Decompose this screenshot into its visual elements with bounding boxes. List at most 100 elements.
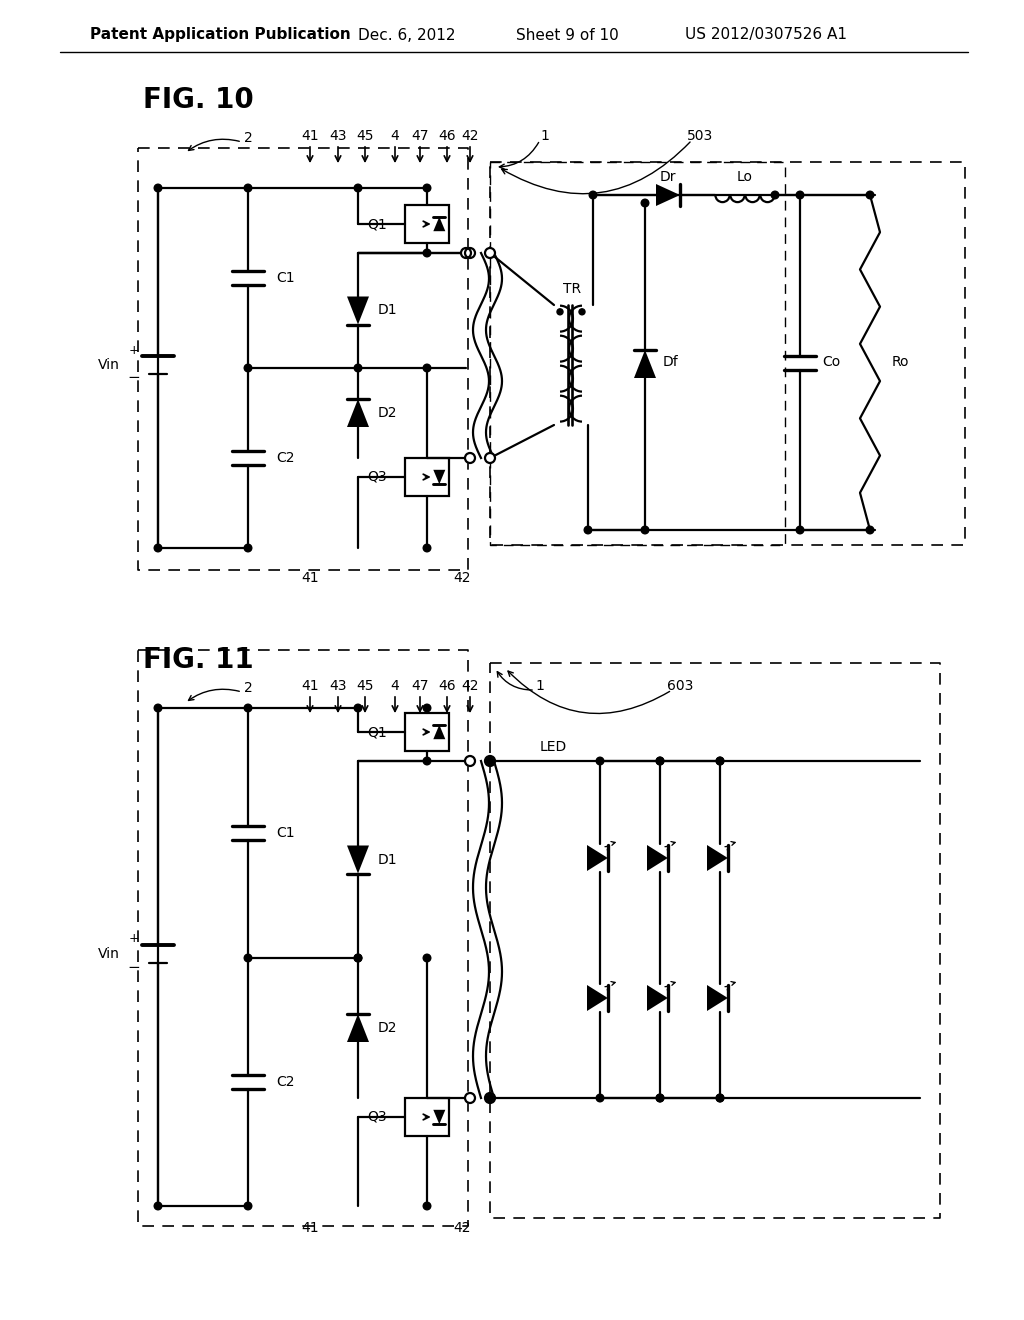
Text: −: −	[128, 371, 140, 385]
Circle shape	[641, 527, 649, 533]
Polygon shape	[656, 183, 680, 206]
Circle shape	[244, 954, 252, 962]
Text: −: −	[128, 960, 140, 974]
Text: Vin: Vin	[98, 358, 120, 372]
Text: 41: 41	[301, 129, 318, 143]
Text: C2: C2	[276, 451, 295, 465]
Circle shape	[354, 954, 361, 962]
Text: Sheet 9 of 10: Sheet 9 of 10	[516, 28, 618, 42]
Text: 1: 1	[541, 129, 550, 143]
Text: 42: 42	[454, 572, 471, 585]
Text: 41: 41	[301, 572, 318, 585]
Polygon shape	[647, 845, 668, 871]
Circle shape	[716, 1094, 724, 1102]
Polygon shape	[433, 470, 445, 484]
Text: 46: 46	[438, 678, 456, 693]
Text: TR: TR	[563, 282, 581, 296]
Circle shape	[244, 544, 252, 552]
Circle shape	[485, 1093, 495, 1104]
Text: 46: 46	[438, 129, 456, 143]
Circle shape	[244, 1203, 252, 1210]
Text: +: +	[129, 932, 139, 945]
Circle shape	[465, 248, 475, 257]
Circle shape	[423, 704, 431, 711]
Text: C2: C2	[276, 1074, 295, 1089]
Text: 4: 4	[390, 129, 399, 143]
Text: 41: 41	[301, 1221, 318, 1236]
Polygon shape	[707, 985, 728, 1011]
Circle shape	[579, 309, 585, 314]
Polygon shape	[347, 846, 369, 874]
Bar	[406, 713, 449, 751]
Polygon shape	[433, 216, 445, 231]
Polygon shape	[433, 1110, 445, 1125]
Circle shape	[465, 1093, 475, 1104]
Circle shape	[423, 249, 431, 257]
Text: 43: 43	[330, 129, 347, 143]
Bar	[406, 1098, 449, 1137]
Circle shape	[589, 191, 597, 199]
Circle shape	[716, 758, 724, 764]
Circle shape	[423, 364, 431, 372]
Text: Q1: Q1	[368, 725, 387, 739]
Polygon shape	[707, 845, 728, 871]
Polygon shape	[347, 399, 369, 426]
Text: Co: Co	[822, 355, 841, 370]
Circle shape	[485, 248, 495, 257]
Text: +: +	[129, 343, 139, 356]
Text: 42: 42	[461, 129, 479, 143]
Circle shape	[596, 1094, 604, 1102]
Circle shape	[423, 1203, 431, 1210]
Polygon shape	[587, 985, 608, 1011]
Text: 41: 41	[301, 678, 318, 693]
Circle shape	[656, 758, 664, 764]
Circle shape	[423, 758, 431, 764]
Polygon shape	[647, 985, 668, 1011]
Circle shape	[485, 453, 495, 463]
Polygon shape	[634, 350, 656, 378]
Text: D2: D2	[378, 407, 397, 420]
Text: Patent Application Publication: Patent Application Publication	[90, 28, 351, 42]
Circle shape	[716, 758, 724, 764]
Circle shape	[797, 191, 804, 199]
Circle shape	[244, 364, 252, 372]
Text: Dec. 6, 2012: Dec. 6, 2012	[358, 28, 456, 42]
Text: 45: 45	[356, 129, 374, 143]
Text: 43: 43	[330, 678, 347, 693]
Text: Q1: Q1	[368, 216, 387, 231]
Circle shape	[557, 309, 563, 314]
Circle shape	[354, 185, 361, 191]
Text: Ro: Ro	[892, 355, 909, 370]
Circle shape	[486, 1094, 494, 1102]
Circle shape	[716, 1094, 724, 1102]
Text: 1: 1	[536, 678, 545, 693]
Text: 2: 2	[244, 131, 252, 145]
Circle shape	[155, 704, 162, 711]
Circle shape	[354, 704, 361, 711]
Text: 503: 503	[687, 129, 713, 143]
Circle shape	[465, 453, 475, 463]
Text: FIG. 11: FIG. 11	[143, 645, 254, 675]
Polygon shape	[587, 845, 608, 871]
Text: 603: 603	[667, 678, 693, 693]
Polygon shape	[347, 1014, 369, 1041]
Text: 4: 4	[390, 678, 399, 693]
Circle shape	[354, 364, 361, 372]
Text: LED: LED	[540, 741, 567, 754]
Circle shape	[797, 527, 804, 533]
Circle shape	[585, 527, 592, 533]
Circle shape	[244, 704, 252, 711]
Text: D2: D2	[378, 1020, 397, 1035]
Circle shape	[656, 758, 664, 764]
Bar	[406, 205, 449, 243]
Bar	[406, 458, 449, 496]
Polygon shape	[347, 297, 369, 325]
Circle shape	[656, 1094, 664, 1102]
Text: 45: 45	[356, 678, 374, 693]
Text: Vin: Vin	[98, 946, 120, 961]
Text: Q3: Q3	[368, 470, 387, 484]
Text: 47: 47	[412, 678, 429, 693]
Text: 42: 42	[454, 1221, 471, 1236]
Text: 2: 2	[244, 681, 252, 696]
Text: C1: C1	[276, 826, 295, 840]
